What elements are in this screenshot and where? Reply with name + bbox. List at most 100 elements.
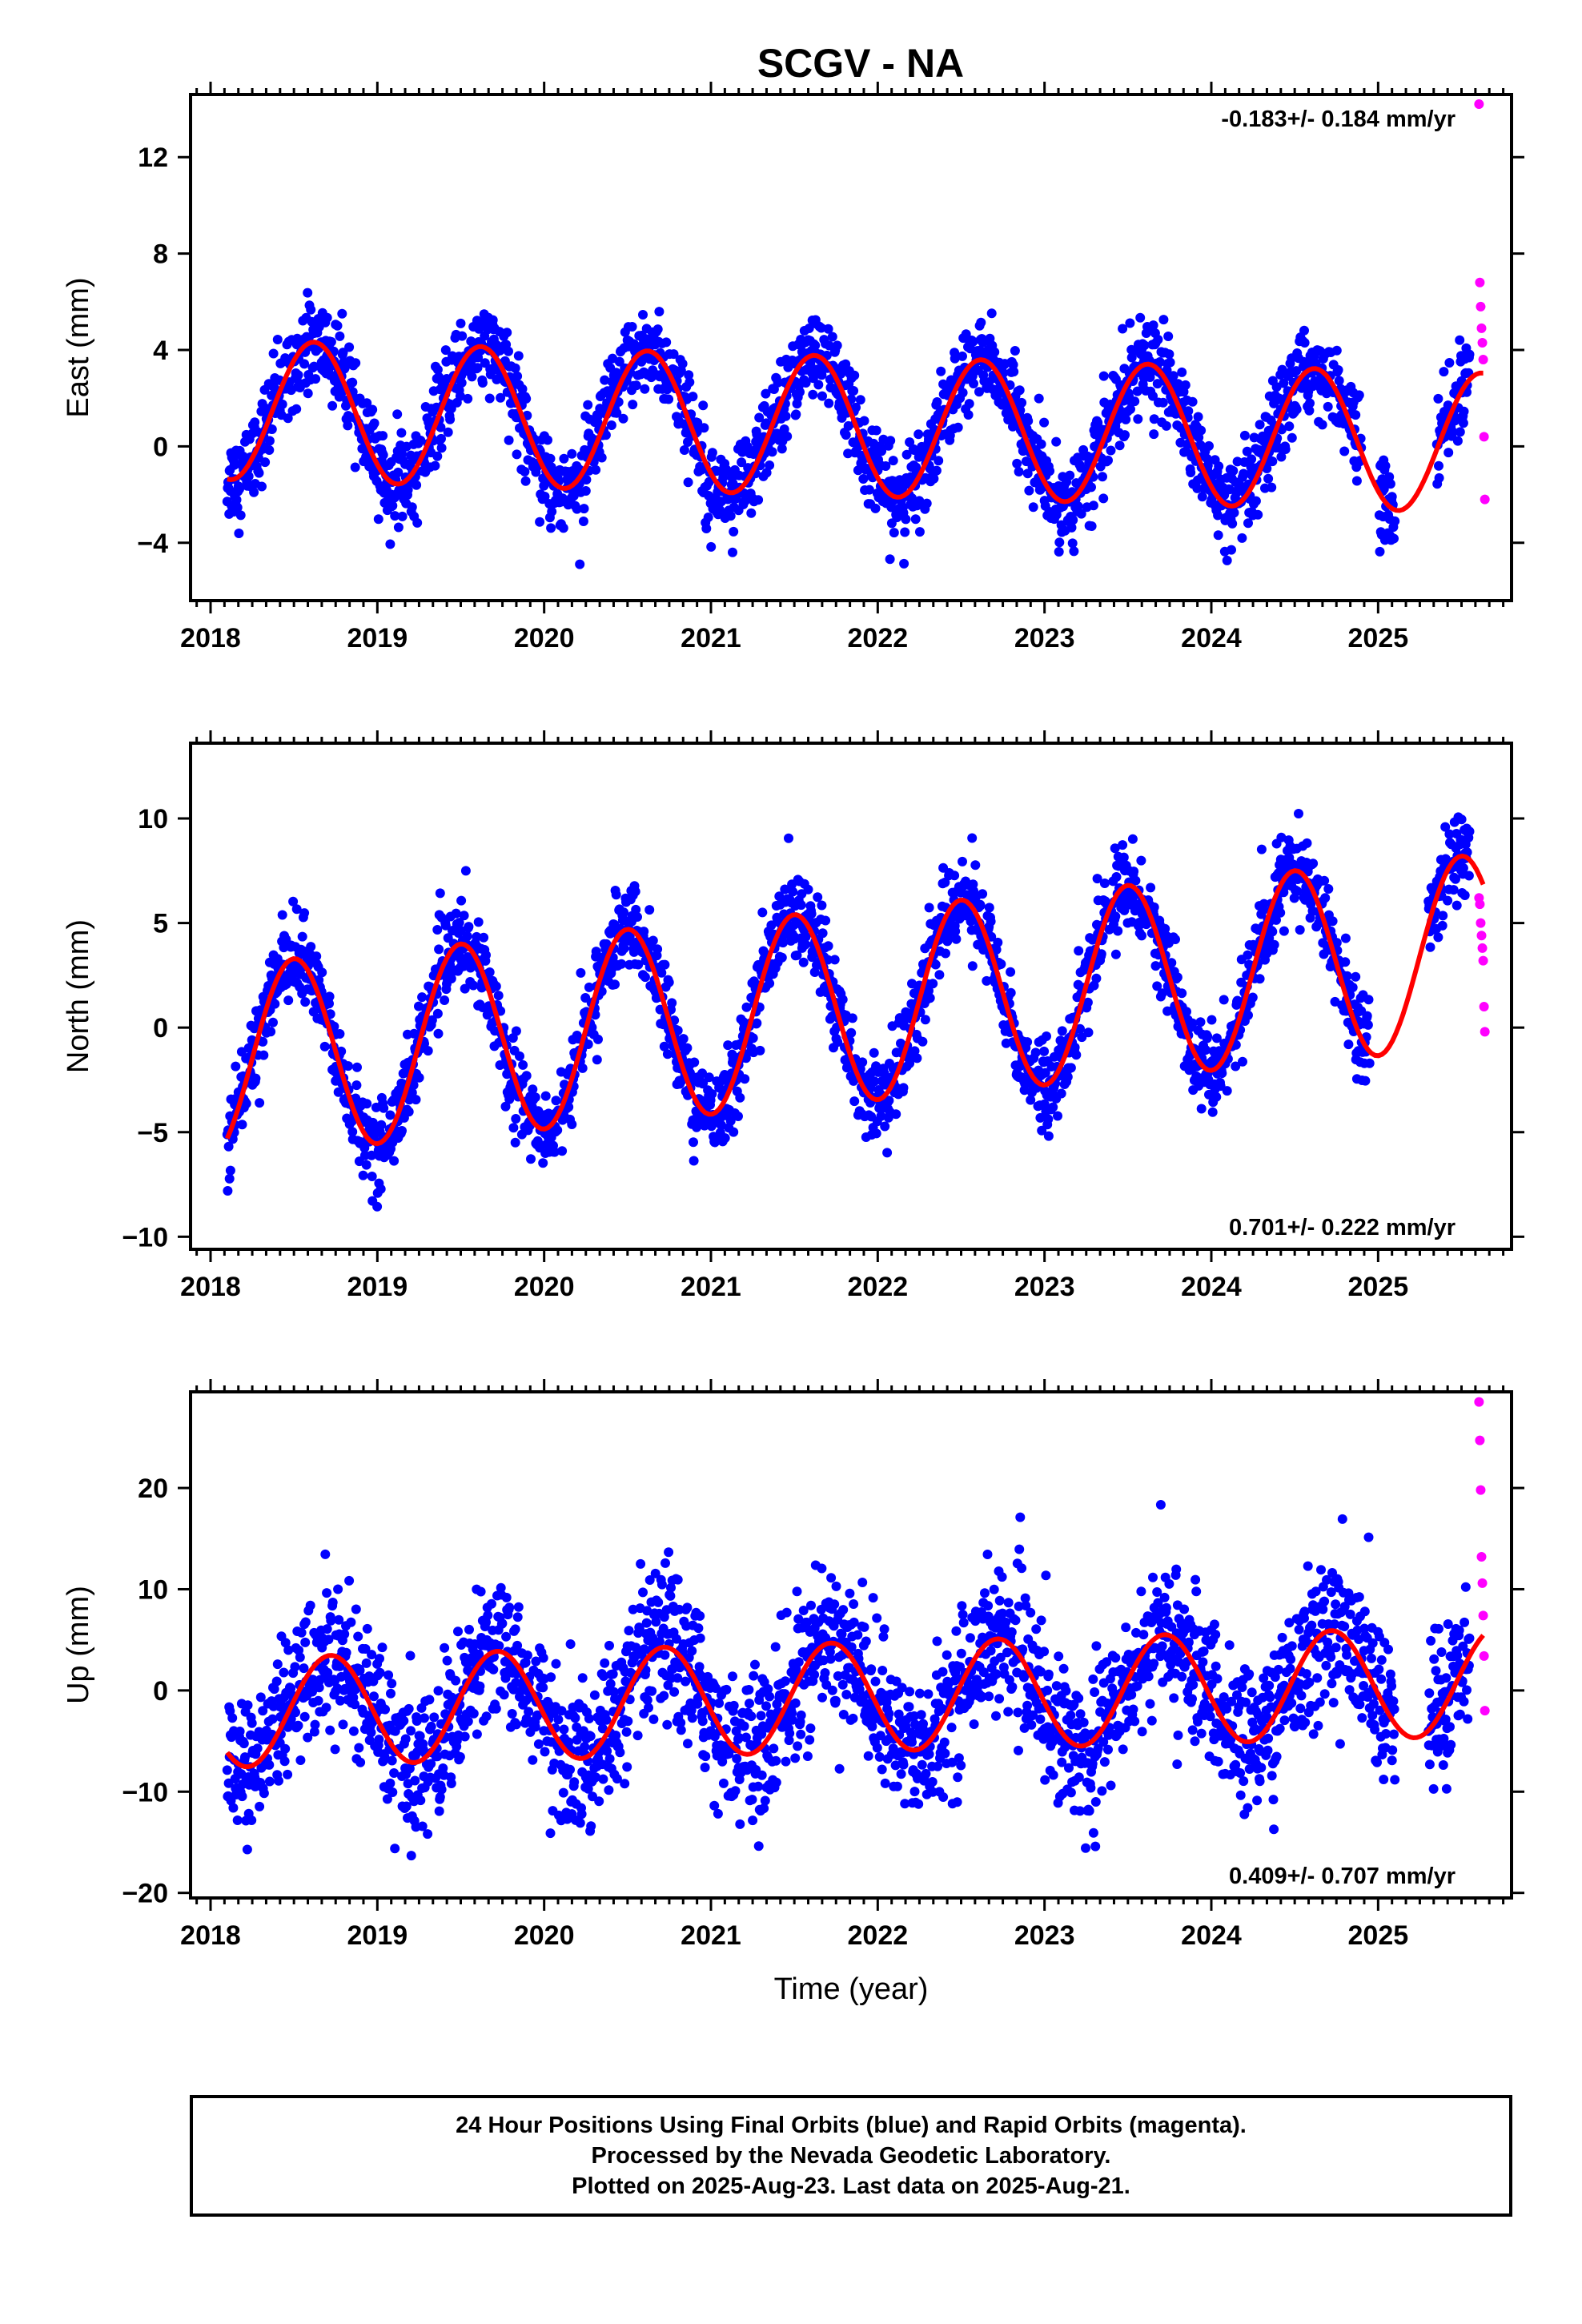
final-point [457,331,468,341]
final-point [440,345,451,356]
final-point [728,547,737,557]
final-point [330,1744,340,1755]
final-point [255,1692,266,1703]
final-point [510,363,520,373]
final-point [321,1703,331,1713]
final-point [578,517,588,526]
final-point [698,400,709,411]
final-point [407,502,417,513]
final-point [375,1654,384,1664]
final-point [638,310,648,320]
final-point [327,400,338,411]
final-point [222,1765,232,1775]
final-point [591,464,601,475]
final-point [593,411,603,421]
final-point [484,393,495,404]
final-point [367,404,378,415]
final-point [344,342,355,352]
final-point [239,1739,249,1749]
final-point [412,480,422,490]
final-point [242,1844,252,1855]
final-point [283,413,293,424]
final-point [341,1647,351,1658]
final-point [355,1757,366,1767]
final-point [280,1743,291,1754]
final-point [247,1718,257,1728]
final-point [327,1598,338,1607]
final-point [628,400,638,410]
final-point [348,1726,359,1736]
final-point [443,427,453,437]
final-point [416,436,426,445]
final-point [369,1691,379,1702]
final-point [824,398,834,408]
final-point [290,1662,300,1672]
final-point [346,1617,356,1627]
final-point [816,323,826,333]
final-point [351,358,361,368]
final-orbit-points [222,1500,1475,1861]
final-point [781,411,791,421]
final-point [268,348,279,359]
final-point [255,1801,265,1811]
final-point [390,1844,400,1854]
final-point [378,431,388,441]
final-point [808,373,818,384]
final-point [513,351,524,361]
final-point [283,1769,293,1779]
final-point [380,1704,390,1715]
final-point [377,1642,387,1653]
final-point [761,388,771,399]
final-point [385,539,396,549]
final-point [832,340,842,351]
final-point [272,335,283,344]
final-point [817,391,827,401]
final-point [322,312,332,323]
final-point [706,541,717,552]
final-point [271,1676,282,1687]
final-point [753,495,764,505]
final-point [423,1829,433,1839]
final-point [627,322,637,332]
final-point [432,364,443,375]
final-point [378,450,388,460]
final-point [397,448,407,459]
final-point [580,486,591,496]
final-point [467,372,477,382]
final-point [369,418,379,428]
final-point [679,445,689,455]
final-point [299,1711,310,1722]
final-point [264,1759,275,1770]
final-point [488,315,498,325]
final-point [631,380,641,391]
final-point [545,453,556,464]
final-point [416,1795,426,1806]
final-point [269,383,279,393]
final-point [332,320,343,331]
final-point [442,1655,452,1666]
final-point [453,1626,463,1637]
final-point [808,389,818,400]
final-point [843,448,853,459]
final-point [558,523,568,533]
final-point [583,400,593,410]
final-point [654,307,665,317]
final-point [722,466,733,476]
final-point [252,1743,263,1754]
final-point [293,370,303,380]
final-point [366,1727,376,1738]
final-point [436,422,446,432]
final-point [235,484,244,494]
final-point [337,308,347,319]
final-point [451,1675,461,1686]
final-point [405,1651,416,1661]
final-point [350,462,360,472]
final-point [309,361,319,372]
final-point [311,374,321,384]
final-point [433,1686,444,1696]
final-point [243,471,254,481]
final-point [725,511,736,521]
final-point [250,417,260,428]
final-point [279,1756,290,1767]
final-point [257,481,267,492]
